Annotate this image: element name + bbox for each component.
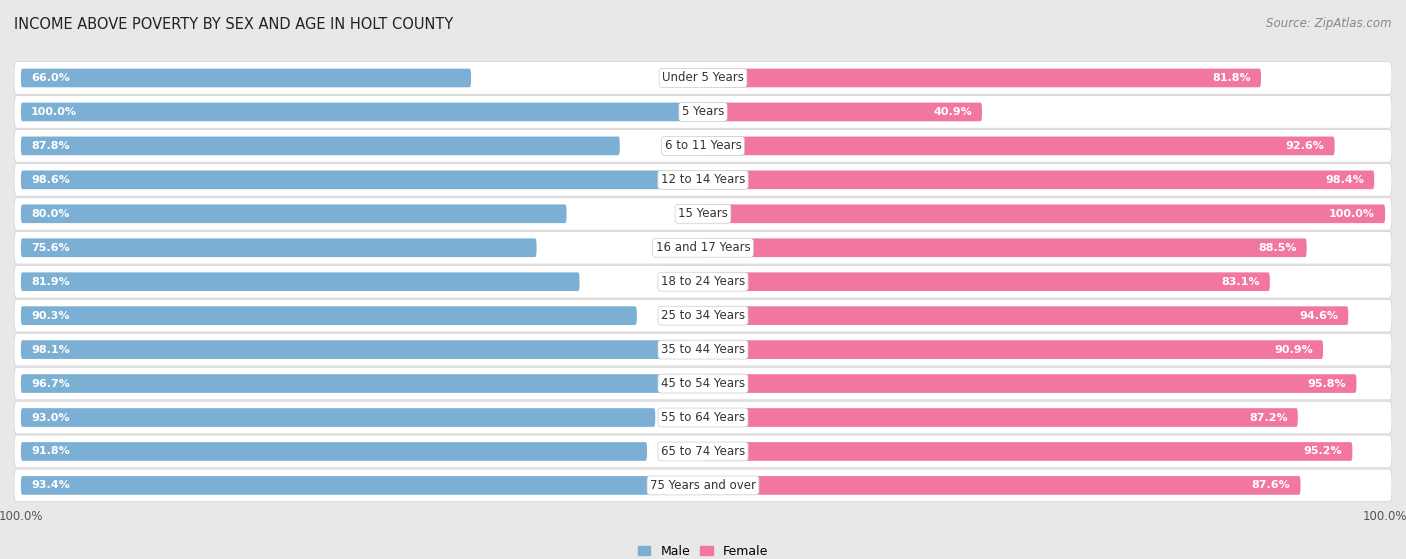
FancyBboxPatch shape xyxy=(14,96,1392,128)
FancyBboxPatch shape xyxy=(21,306,637,325)
Text: 90.9%: 90.9% xyxy=(1274,344,1313,354)
FancyBboxPatch shape xyxy=(21,374,681,393)
Text: 81.8%: 81.8% xyxy=(1212,73,1251,83)
FancyBboxPatch shape xyxy=(21,238,537,257)
FancyBboxPatch shape xyxy=(21,205,567,223)
Text: 40.9%: 40.9% xyxy=(934,107,972,117)
FancyBboxPatch shape xyxy=(14,333,1392,366)
FancyBboxPatch shape xyxy=(703,69,1261,87)
FancyBboxPatch shape xyxy=(703,170,1374,189)
FancyBboxPatch shape xyxy=(21,170,693,189)
FancyBboxPatch shape xyxy=(703,374,1357,393)
FancyBboxPatch shape xyxy=(21,69,471,87)
Text: 100.0%: 100.0% xyxy=(0,510,44,523)
Text: Under 5 Years: Under 5 Years xyxy=(662,72,744,84)
Text: 94.6%: 94.6% xyxy=(1299,311,1339,321)
Text: 92.6%: 92.6% xyxy=(1285,141,1324,151)
Text: 95.8%: 95.8% xyxy=(1308,378,1346,389)
FancyBboxPatch shape xyxy=(21,442,647,461)
Text: 100.0%: 100.0% xyxy=(1362,510,1406,523)
Text: 93.4%: 93.4% xyxy=(31,480,70,490)
Text: 87.8%: 87.8% xyxy=(31,141,70,151)
FancyBboxPatch shape xyxy=(21,340,690,359)
Text: 95.2%: 95.2% xyxy=(1303,447,1343,457)
Text: 18 to 24 Years: 18 to 24 Years xyxy=(661,275,745,288)
FancyBboxPatch shape xyxy=(21,408,655,427)
Text: 98.4%: 98.4% xyxy=(1324,175,1364,185)
Text: 81.9%: 81.9% xyxy=(31,277,70,287)
Text: 75.6%: 75.6% xyxy=(31,243,70,253)
Text: 35 to 44 Years: 35 to 44 Years xyxy=(661,343,745,356)
Text: 80.0%: 80.0% xyxy=(31,209,69,219)
FancyBboxPatch shape xyxy=(14,130,1392,162)
Text: 100.0%: 100.0% xyxy=(31,107,77,117)
Text: 87.6%: 87.6% xyxy=(1251,480,1291,490)
Text: 45 to 54 Years: 45 to 54 Years xyxy=(661,377,745,390)
FancyBboxPatch shape xyxy=(14,266,1392,298)
Text: 55 to 64 Years: 55 to 64 Years xyxy=(661,411,745,424)
Text: 98.1%: 98.1% xyxy=(31,344,70,354)
FancyBboxPatch shape xyxy=(21,476,658,495)
Text: 91.8%: 91.8% xyxy=(31,447,70,457)
FancyBboxPatch shape xyxy=(14,197,1392,230)
Text: 87.2%: 87.2% xyxy=(1249,413,1288,423)
FancyBboxPatch shape xyxy=(703,238,1306,257)
Text: Source: ZipAtlas.com: Source: ZipAtlas.com xyxy=(1267,17,1392,30)
Text: 25 to 34 Years: 25 to 34 Years xyxy=(661,309,745,322)
Text: 93.0%: 93.0% xyxy=(31,413,70,423)
Text: INCOME ABOVE POVERTY BY SEX AND AGE IN HOLT COUNTY: INCOME ABOVE POVERTY BY SEX AND AGE IN H… xyxy=(14,17,453,32)
FancyBboxPatch shape xyxy=(703,340,1323,359)
Text: 98.6%: 98.6% xyxy=(31,175,70,185)
FancyBboxPatch shape xyxy=(14,164,1392,196)
Text: 65 to 74 Years: 65 to 74 Years xyxy=(661,445,745,458)
Text: 6 to 11 Years: 6 to 11 Years xyxy=(665,139,741,153)
Text: 90.3%: 90.3% xyxy=(31,311,70,321)
FancyBboxPatch shape xyxy=(14,231,1392,264)
Text: 100.0%: 100.0% xyxy=(1329,209,1375,219)
Legend: Male, Female: Male, Female xyxy=(633,540,773,559)
Text: 88.5%: 88.5% xyxy=(1258,243,1296,253)
FancyBboxPatch shape xyxy=(21,136,620,155)
FancyBboxPatch shape xyxy=(703,272,1270,291)
FancyBboxPatch shape xyxy=(703,103,981,121)
FancyBboxPatch shape xyxy=(703,205,1385,223)
Text: 83.1%: 83.1% xyxy=(1220,277,1260,287)
Text: 16 and 17 Years: 16 and 17 Years xyxy=(655,241,751,254)
FancyBboxPatch shape xyxy=(703,442,1353,461)
FancyBboxPatch shape xyxy=(21,272,579,291)
FancyBboxPatch shape xyxy=(703,136,1334,155)
FancyBboxPatch shape xyxy=(14,469,1392,502)
Text: 12 to 14 Years: 12 to 14 Years xyxy=(661,173,745,186)
FancyBboxPatch shape xyxy=(703,476,1301,495)
FancyBboxPatch shape xyxy=(14,300,1392,332)
FancyBboxPatch shape xyxy=(21,103,703,121)
Text: 96.7%: 96.7% xyxy=(31,378,70,389)
FancyBboxPatch shape xyxy=(14,61,1392,94)
FancyBboxPatch shape xyxy=(703,408,1298,427)
FancyBboxPatch shape xyxy=(14,435,1392,468)
Text: 5 Years: 5 Years xyxy=(682,106,724,119)
FancyBboxPatch shape xyxy=(14,401,1392,434)
Text: 75 Years and over: 75 Years and over xyxy=(650,479,756,492)
Text: 15 Years: 15 Years xyxy=(678,207,728,220)
FancyBboxPatch shape xyxy=(703,306,1348,325)
Text: 66.0%: 66.0% xyxy=(31,73,70,83)
FancyBboxPatch shape xyxy=(14,367,1392,400)
